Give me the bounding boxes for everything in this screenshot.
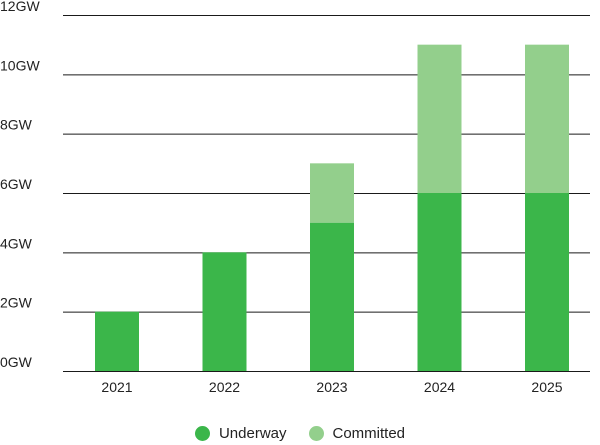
legend-item-underway: Underway <box>194 424 287 442</box>
bar-committed <box>525 44 569 193</box>
legend: Underway Committed <box>0 422 600 444</box>
y-tick-label: 8GW <box>0 117 33 133</box>
bars <box>95 44 569 371</box>
legend-swatch-committed <box>308 425 324 441</box>
y-tick-label: 4GW <box>0 235 33 251</box>
x-tick-label: 2025 <box>531 379 562 395</box>
y-axis-ticks: 0GW 2GW 4GW 6GW 8GW 10GW 12GW <box>0 0 40 370</box>
bar-committed <box>310 163 354 223</box>
bar-committed <box>417 44 462 193</box>
y-tick-label: 6GW <box>0 176 33 192</box>
bar-underway <box>202 252 247 371</box>
bar-underway <box>525 193 569 371</box>
bar-underway <box>310 222 354 371</box>
x-tick-label: 2024 <box>424 379 455 395</box>
y-tick-label: 2GW <box>0 295 33 311</box>
legend-swatch-underway <box>194 425 210 441</box>
y-tick-label: 12GW <box>0 0 40 14</box>
x-tick-label: 2021 <box>101 379 132 395</box>
bar-underway <box>95 311 139 371</box>
x-tick-label: 2023 <box>316 379 347 395</box>
y-tick-label: 10GW <box>0 57 40 73</box>
x-tick-label: 2022 <box>209 379 240 395</box>
legend-item-committed: Committed <box>308 424 406 442</box>
legend-label-committed: Committed <box>332 424 406 442</box>
y-tick-label: 0GW <box>0 354 33 370</box>
x-axis-ticks: 2021 2022 2023 2024 2025 <box>101 379 562 395</box>
bar-underway <box>417 193 462 371</box>
legend-label-underway: Underway <box>218 424 287 442</box>
